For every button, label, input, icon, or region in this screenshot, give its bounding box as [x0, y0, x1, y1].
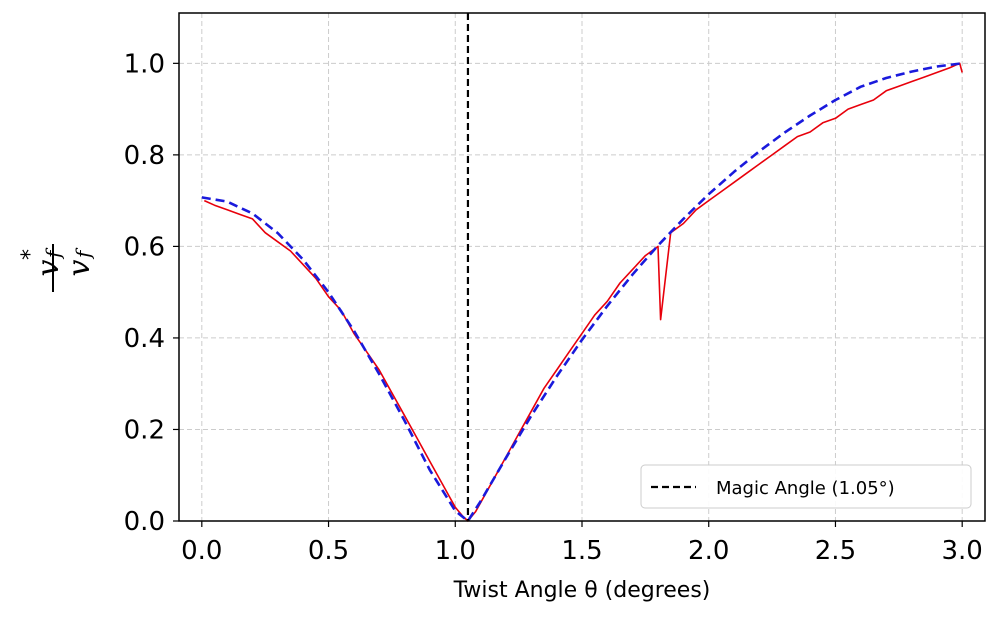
y-tick-label: 0.0	[124, 507, 165, 537]
x-tick-label: 2.0	[688, 536, 729, 566]
y-label-denominator: v	[62, 259, 97, 276]
x-axis-label: Twist Angle θ (degrees)	[453, 578, 711, 603]
y-label-numerator-sup: *	[18, 249, 43, 260]
legend: Magic Angle (1.05°)	[640, 464, 972, 509]
series-noisy-line	[203, 62, 963, 522]
x-tick-label: 3.0	[942, 536, 983, 566]
legend-box	[640, 464, 972, 509]
series-fitted-dashed-line	[201, 62, 963, 523]
y-tick-label: 0.2	[124, 415, 165, 445]
y-tick-label: 0.8	[124, 141, 165, 171]
legend-label-magic-angle: Magic Angle (1.05°)	[716, 478, 895, 499]
y-label-numerator: v	[31, 259, 66, 276]
x-tick-label: 0.0	[181, 536, 222, 566]
y-axis-label: v f * v f	[18, 244, 97, 292]
y-tick-label: 1.0	[124, 49, 165, 79]
tick-layer: 0.0 0.5 1.0 1.5 2.0 2.5 3.0 0.0 0.2 0.4 0.6 0.8 1.0	[124, 49, 983, 566]
y-tick-label: 0.6	[124, 232, 165, 262]
y-label-denominator-sub: f	[71, 247, 95, 260]
x-tick-label: 1.5	[561, 536, 602, 566]
x-tick-label: 2.5	[815, 536, 856, 566]
grid-lines	[179, 13, 985, 522]
y-tick-label: 0.4	[124, 324, 165, 354]
x-tick-label: 0.5	[308, 536, 349, 566]
x-tick-label: 1.0	[435, 536, 476, 566]
series-layer	[201, 62, 963, 523]
